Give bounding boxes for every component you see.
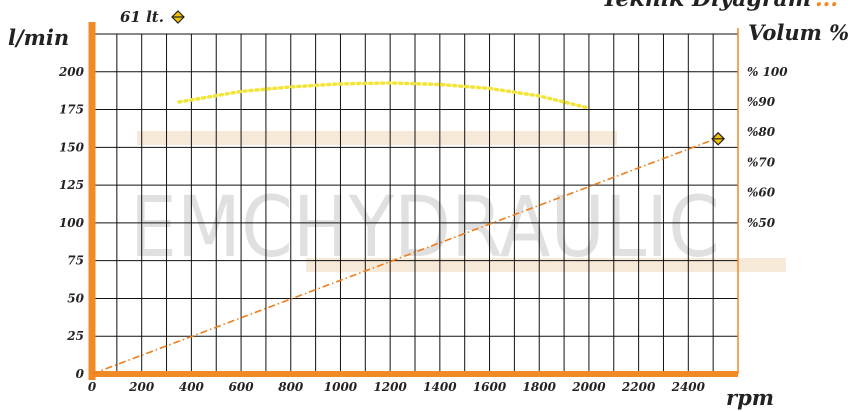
x-tick-label: 800 — [278, 380, 304, 394]
axes — [88, 22, 739, 380]
y-axis-right-title: Volum % — [748, 20, 849, 45]
watermark-band-bottom — [306, 258, 786, 272]
watermark-band-top — [137, 131, 617, 145]
y-tick-label-right: %60 — [747, 186, 776, 200]
x-tick-label: 2000 — [571, 380, 606, 394]
y-tick-label-left: 0 — [76, 367, 85, 381]
y-tick-label-right: %70 — [747, 155, 776, 169]
x-tick-label: 1200 — [373, 380, 407, 394]
y-tick-label-left: 200 — [58, 65, 85, 79]
x-tick-label: 600 — [229, 380, 255, 394]
end-point-marker — [711, 131, 726, 146]
y-tick-label-right: %80 — [747, 125, 776, 139]
y-tick-label-right: %90 — [747, 95, 776, 109]
series — [92, 81, 714, 374]
efficiency-series-line — [177, 81, 591, 110]
x-tick-label: 1600 — [473, 380, 507, 394]
chart-title: Teknik Diyagram... — [602, 0, 838, 12]
chart-title-text: Teknik Diyagram — [602, 0, 811, 12]
x-tick-label: 0 — [88, 380, 97, 394]
y-tick-label-left: 75 — [67, 254, 84, 268]
y-tick-label-left: 125 — [59, 178, 84, 192]
markers: 61 lt. — [120, 8, 726, 146]
x-tick-label: 2200 — [621, 380, 656, 394]
y-tick-label-left: 175 — [59, 103, 84, 117]
x-tick-label: 1400 — [423, 380, 457, 394]
x-tick-label: 2400 — [671, 380, 706, 394]
annotation-label: 61 lt. — [120, 8, 164, 26]
y-tick-label-right: %50 — [747, 216, 776, 230]
flow-series-line — [92, 139, 714, 374]
tick-labels: 0 25 50 75 100 125 150 175 200 %50 %60 %70 %80 %90 % 1… — [58, 65, 788, 394]
annotation-diamond-icon — [171, 10, 185, 24]
chart-title-ellipsis: ... — [815, 0, 838, 12]
y-tick-label-left: 50 — [67, 291, 84, 305]
grid — [92, 33, 738, 374]
x-tick-label: 200 — [128, 380, 155, 394]
y-tick-label-right: % 100 — [747, 65, 788, 79]
x-tick-label: 400 — [179, 380, 205, 394]
watermark: EMCHYDRAULIC — [130, 131, 786, 276]
x-axis-title: rpm — [726, 385, 774, 410]
x-tick-label: 1800 — [523, 380, 557, 394]
watermark-text: EMCHYDRAULIC — [130, 178, 720, 276]
y-tick-label-left: 100 — [59, 216, 85, 230]
y-axis-left-title: l/min — [8, 25, 69, 50]
y-tick-label-left: 25 — [66, 329, 84, 343]
y-tick-label-left: 150 — [59, 140, 85, 154]
x-tick-label: 1000 — [324, 380, 358, 394]
